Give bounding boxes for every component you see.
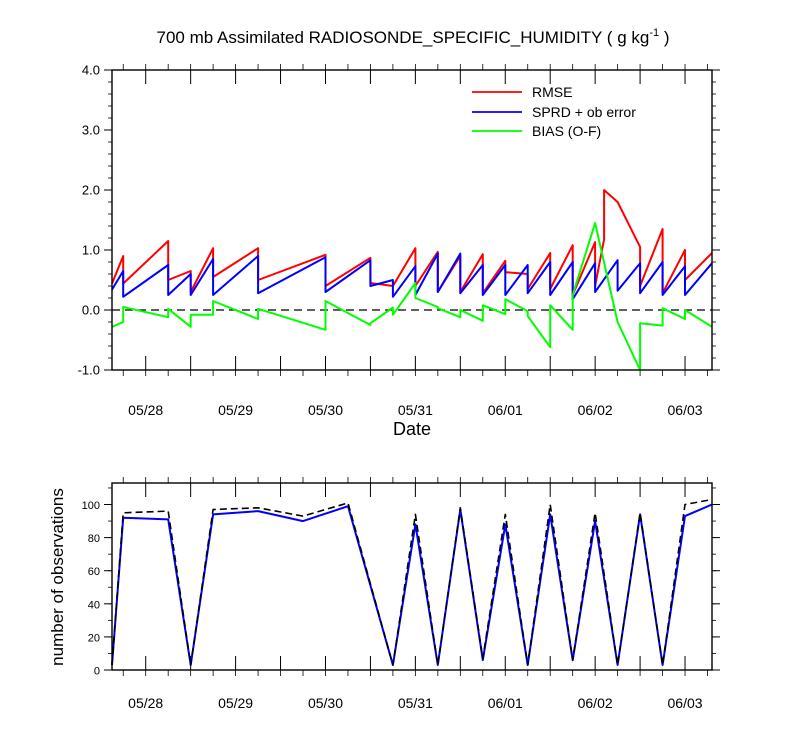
x-axis-label: Date	[393, 419, 431, 439]
y-tick-label: 100	[82, 500, 100, 512]
x-tick-label: 05/29	[218, 695, 253, 711]
x-tick-label: 05/29	[218, 402, 253, 418]
bottom-chart-frame	[111, 482, 713, 671]
series-line-bias-o-f	[111, 222, 713, 371]
y-tick-label: 20	[88, 632, 100, 644]
y-axis-label: number of observations	[48, 488, 67, 666]
series-line-rmse	[111, 189, 713, 296]
y-tick-label: 0	[94, 666, 100, 678]
y-tick-label: 2.0	[82, 183, 100, 198]
top-chart-frame	[111, 69, 713, 371]
y-tick-label: 0.0	[82, 303, 100, 318]
chart-title-superscript: -1	[649, 27, 659, 39]
top-chart-ticks	[104, 64, 720, 376]
top-chart-series	[111, 189, 713, 371]
y-tick-label: 1.0	[82, 243, 100, 258]
legend-label-bias: BIAS (O-F)	[532, 123, 601, 139]
y-tick-label: -1.0	[78, 363, 100, 378]
x-tick-label: 05/31	[398, 402, 433, 418]
bottom-chart-y-tick-labels: 0 20 40 60 80 100	[82, 500, 100, 677]
y-tick-label: 80	[88, 533, 100, 545]
bottom-chart-ticks	[104, 477, 720, 676]
x-tick-label: 06/02	[578, 695, 613, 711]
x-tick-label: 05/30	[308, 402, 343, 418]
chart-title: 700 mb Assimilated RADIOSONDE_SPECIFIC_H…	[157, 27, 670, 47]
top-chart: 4.0 3.0 2.0 1.0 0.0 -1.0 05/28 05/29 05/30 05/31…	[78, 63, 720, 439]
x-tick-label: 06/01	[488, 695, 523, 711]
series-line-observations-possible	[111, 498, 713, 666]
x-tick-label: 06/03	[668, 695, 703, 711]
legend-label-sprd: SPRD + ob error	[532, 104, 636, 120]
top-chart-x-tick-labels: 05/28 05/29 05/30 05/31 06/01 06/02 06/03	[128, 402, 703, 418]
top-chart-y-tick-labels: 4.0 3.0 2.0 1.0 0.0 -1.0	[78, 63, 100, 378]
x-tick-label: 05/31	[398, 695, 433, 711]
chart-title-end: )	[659, 28, 669, 47]
series-line-sprd-ob-error	[111, 252, 713, 301]
chart-title-main: 700 mb Assimilated RADIOSONDE_SPECIFIC_H…	[157, 28, 650, 47]
y-tick-label: 60	[88, 566, 100, 578]
x-tick-label: 05/28	[128, 402, 163, 418]
y-tick-label: 40	[88, 599, 100, 611]
legend: RMSE SPRD + ob error BIAS (O-F)	[472, 84, 636, 139]
bottom-chart-x-tick-labels: 05/28 05/29 05/30 05/31 06/01 06/02 06/03	[128, 695, 703, 711]
y-tick-label: 3.0	[82, 123, 100, 138]
x-tick-label: 06/02	[578, 402, 613, 418]
bottom-chart: 0 20 40 60 80 100 05/28 05/29 05/30 05/31 06/01 06…	[48, 477, 720, 711]
x-tick-label: 05/30	[308, 695, 343, 711]
x-tick-label: 06/03	[668, 402, 703, 418]
x-tick-label: 05/28	[128, 695, 163, 711]
y-tick-label: 4.0	[82, 63, 100, 78]
legend-label-rmse: RMSE	[532, 84, 572, 100]
bottom-chart-series	[111, 498, 713, 666]
x-tick-label: 06/01	[488, 402, 523, 418]
